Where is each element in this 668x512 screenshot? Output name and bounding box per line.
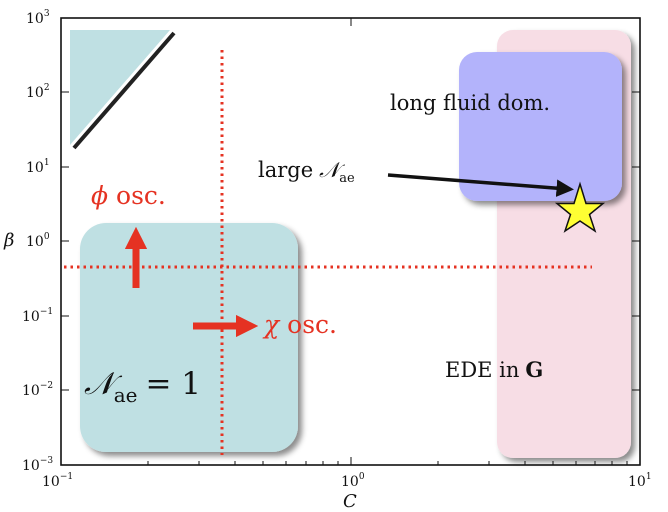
chi-osc-label: χ osc.: [262, 310, 337, 339]
teal-triangle-region: [70, 30, 170, 145]
n-ae-equals-one-label: 𝒩ae = 1: [84, 366, 201, 407]
y-tick-label: 10−1: [22, 307, 53, 325]
triangle-edge-shadow: [72, 31, 176, 150]
x-tick-label: 100: [341, 472, 365, 490]
large-n-label: large 𝒩ae: [258, 158, 355, 186]
ede-label: EDE in G: [445, 357, 543, 382]
y-tick-label: 10−2: [22, 381, 53, 399]
x-tick-label: 10−1: [42, 472, 73, 490]
y-tick-label: 10−3: [22, 456, 53, 474]
axis-ticks: [60, 17, 641, 466]
y-tick-label: 100: [26, 232, 50, 250]
x-tick-labels: 10−1 100 101: [42, 472, 652, 490]
star-marker-icon: [554, 181, 606, 233]
long-fluid-region: [459, 52, 622, 201]
y-tick-label: 101: [26, 158, 50, 176]
x-tick-label: 101: [628, 472, 652, 490]
y-axis-label: β: [3, 230, 14, 251]
large-n-arrow: [387, 173, 574, 197]
y-tick-label: 103: [26, 9, 50, 27]
phi-osc-label: ϕ osc.: [91, 181, 166, 210]
y-tick-label: 102: [26, 83, 50, 101]
long-fluid-label: long fluid dom.: [390, 91, 550, 115]
x-axis-label: C: [343, 491, 357, 512]
y-tick-labels: 10−3 10−2 10−1 100 101 102 103: [22, 9, 53, 474]
